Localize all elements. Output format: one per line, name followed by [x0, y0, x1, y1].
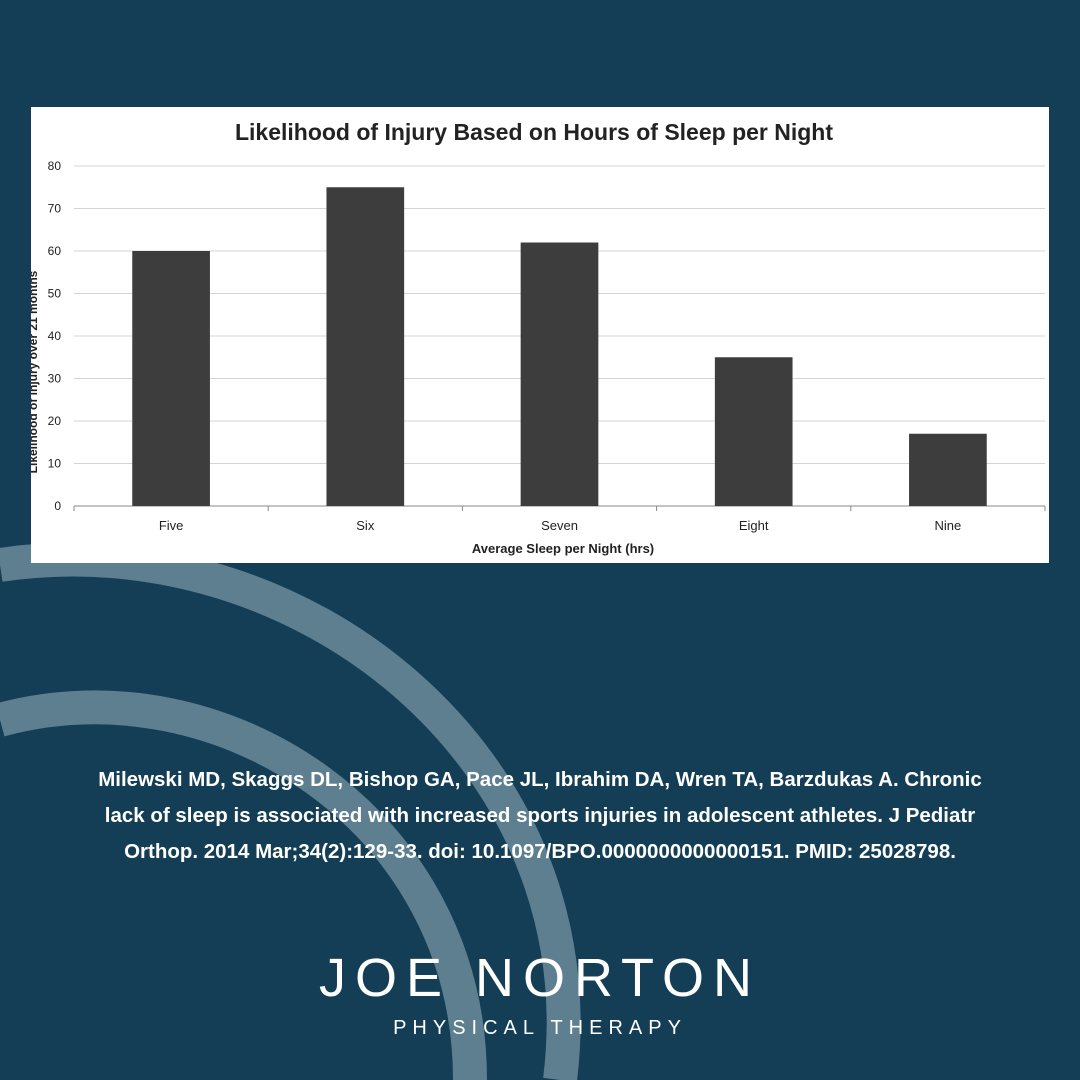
y-tick-label: 40: [48, 329, 62, 343]
x-tick-label: Nine: [935, 518, 962, 533]
y-axis-label: Likelihood of injury over 21 months: [31, 270, 40, 473]
chart-title: Likelihood of Injury Based on Hours of S…: [235, 119, 833, 145]
bar-chart: Likelihood of Injury Based on Hours of S…: [31, 119, 1046, 556]
x-tick-label: Five: [159, 518, 184, 533]
chart-panel: Likelihood of Injury Based on Hours of S…: [31, 107, 1049, 563]
citation-line: lack of sleep is associated with increas…: [104, 804, 976, 827]
citation-line: Orthop. 2014 Mar;34(2):129-33. doi: 10.1…: [124, 840, 956, 863]
x-axis-label: Average Sleep per Night (hrs): [472, 541, 654, 556]
x-tick-label: Six: [356, 518, 375, 533]
bar-seven: [520, 242, 599, 506]
y-tick-label: 20: [48, 414, 62, 428]
bar-six: [326, 187, 405, 506]
citation-line: Milewski MD, Skaggs DL, Bishop GA, Pace …: [98, 768, 982, 791]
citation-text: Milewski MD, Skaggs DL, Bishop GA, Pace …: [0, 762, 1080, 870]
y-tick-label: 60: [48, 244, 62, 258]
bar-eight: [714, 357, 793, 506]
bar-nine: [909, 433, 987, 506]
y-tick-label: 0: [54, 499, 61, 513]
brand-tagline: PHYSICAL THERAPY: [393, 1017, 687, 1039]
y-tick-label: 50: [48, 287, 62, 301]
y-tick-label: 30: [48, 372, 62, 386]
y-tick-label: 70: [48, 202, 62, 216]
y-tick-label: 80: [48, 159, 62, 173]
bar-five: [132, 251, 210, 506]
x-tick-label: Eight: [739, 518, 769, 533]
brand-name: JOE NORTON: [318, 948, 762, 1008]
x-tick-label: Seven: [541, 518, 578, 533]
y-tick-label: 10: [48, 457, 62, 471]
